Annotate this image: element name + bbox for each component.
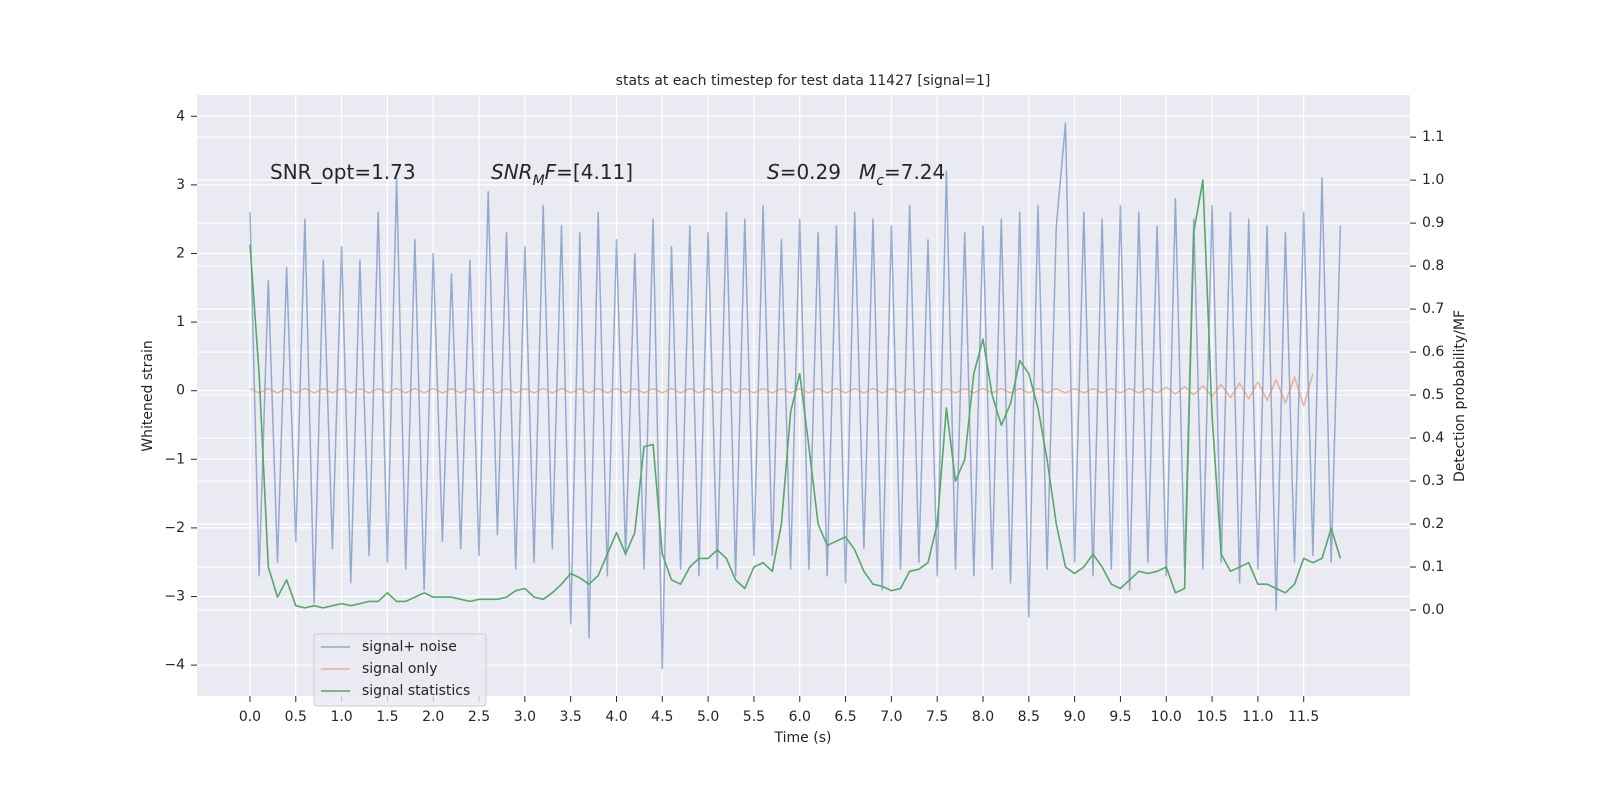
labels: 0.0 0.5 1.0 1.5 2.0 2.5 3.0 3.5 4.0 4.5 5.0 5.5 6.0 6… (164, 108, 1444, 725)
y-tick-label: −2 (164, 520, 185, 536)
annotation: S=0.29 (767, 160, 841, 184)
y2-tick-label: 0.9 (1422, 215, 1444, 231)
x-tick-label: 1.0 (330, 709, 352, 725)
y-tick-label: 2 (176, 245, 185, 261)
y-tick-label: 4 (176, 108, 185, 124)
x-tick-label: 7.0 (880, 709, 902, 725)
y2-tick-label: 0.3 (1422, 473, 1444, 489)
x-tick-label: 3.0 (514, 709, 536, 725)
y-axis-label: Whitened strain (140, 340, 156, 451)
legend-label: signal only (362, 661, 437, 677)
y2-axis-label: Detection probability/MF (1452, 310, 1468, 482)
marks (249, 122, 1342, 670)
chart-title: stats at each timestep for test data 114… (616, 73, 991, 89)
x-tick-label: 8.0 (972, 709, 994, 725)
y2-tick-label: 0.8 (1422, 258, 1444, 274)
y-tick-label: 1 (176, 314, 185, 330)
annotation-part: S (767, 160, 780, 184)
x-tick-label: 7.5 (926, 709, 948, 725)
x-axis-label: Time (s) (774, 730, 832, 746)
x-tick-label: 3.5 (560, 709, 582, 725)
series-line (249, 373, 1314, 407)
legend-label: signal+ noise (362, 639, 457, 655)
annotation-part: M (859, 160, 876, 184)
y-tick-label: −1 (164, 451, 185, 467)
annotation-part: =0.29 (780, 160, 841, 184)
x-tick-label: 4.5 (651, 709, 673, 725)
y2-tick-label: 1.0 (1422, 172, 1444, 188)
y-tick-label: 0 (176, 383, 185, 399)
x-tick-label: 2.5 (468, 709, 490, 725)
x-tick-label: 11.0 (1242, 709, 1273, 725)
y2-tick-label: 0.2 (1422, 516, 1444, 532)
x-tick-label: 0.5 (285, 709, 307, 725)
annotation-part: F (545, 160, 557, 184)
y-tick-label: −4 (164, 657, 185, 673)
x-tick-label: 9.0 (1064, 709, 1086, 725)
annotation-part: =7.24 (884, 160, 945, 184)
y-tick-label: 3 (176, 177, 185, 193)
annotation-part: SNR (491, 160, 533, 184)
annotation-part: c (876, 173, 884, 189)
x-tick-label: 5.0 (697, 709, 719, 725)
legend-label: signal statistics (362, 683, 470, 699)
y2-tick-label: 0.6 (1422, 344, 1444, 360)
annotation-part: =[4.11] (556, 160, 633, 184)
x-tick-label: 4.0 (605, 709, 627, 725)
x-tick-label: 6.0 (789, 709, 811, 725)
x-tick-label: 11.5 (1288, 709, 1319, 725)
annotation-part: M (533, 173, 545, 189)
y2-tick-label: 0.0 (1422, 602, 1444, 618)
y2-tick-label: 0.4 (1422, 430, 1444, 446)
x-tick-label: 8.5 (1018, 709, 1040, 725)
x-tick-label: 0.0 (239, 709, 261, 725)
x-tick-label: 6.5 (834, 709, 856, 725)
x-tick-label: 2.0 (422, 709, 444, 725)
annotation: Mc=7.24 (859, 160, 945, 190)
annotation: SNRMF=[4.11] (491, 160, 633, 190)
annotation: SNR_opt=1.73 (270, 160, 416, 184)
y2-tick-label: 0.5 (1422, 387, 1444, 403)
x-tick-label: 10.0 (1151, 709, 1182, 725)
y-tick-label: −3 (164, 589, 185, 605)
y2-tick-label: 1.1 (1422, 129, 1444, 145)
series-line (249, 179, 1342, 609)
y2-tick-label: 0.7 (1422, 301, 1444, 317)
x-tick-label: 10.5 (1196, 709, 1227, 725)
y2-tick-label: 0.1 (1422, 559, 1444, 575)
legend-box (313, 633, 487, 707)
legend: signal+ noise signal only signal statistic… (313, 633, 487, 707)
x-tick-label: 1.5 (376, 709, 398, 725)
annotation-part: SNR_opt=1.73 (270, 160, 416, 184)
x-tick-label: 9.5 (1109, 709, 1131, 725)
x-tick-label: 5.5 (743, 709, 765, 725)
